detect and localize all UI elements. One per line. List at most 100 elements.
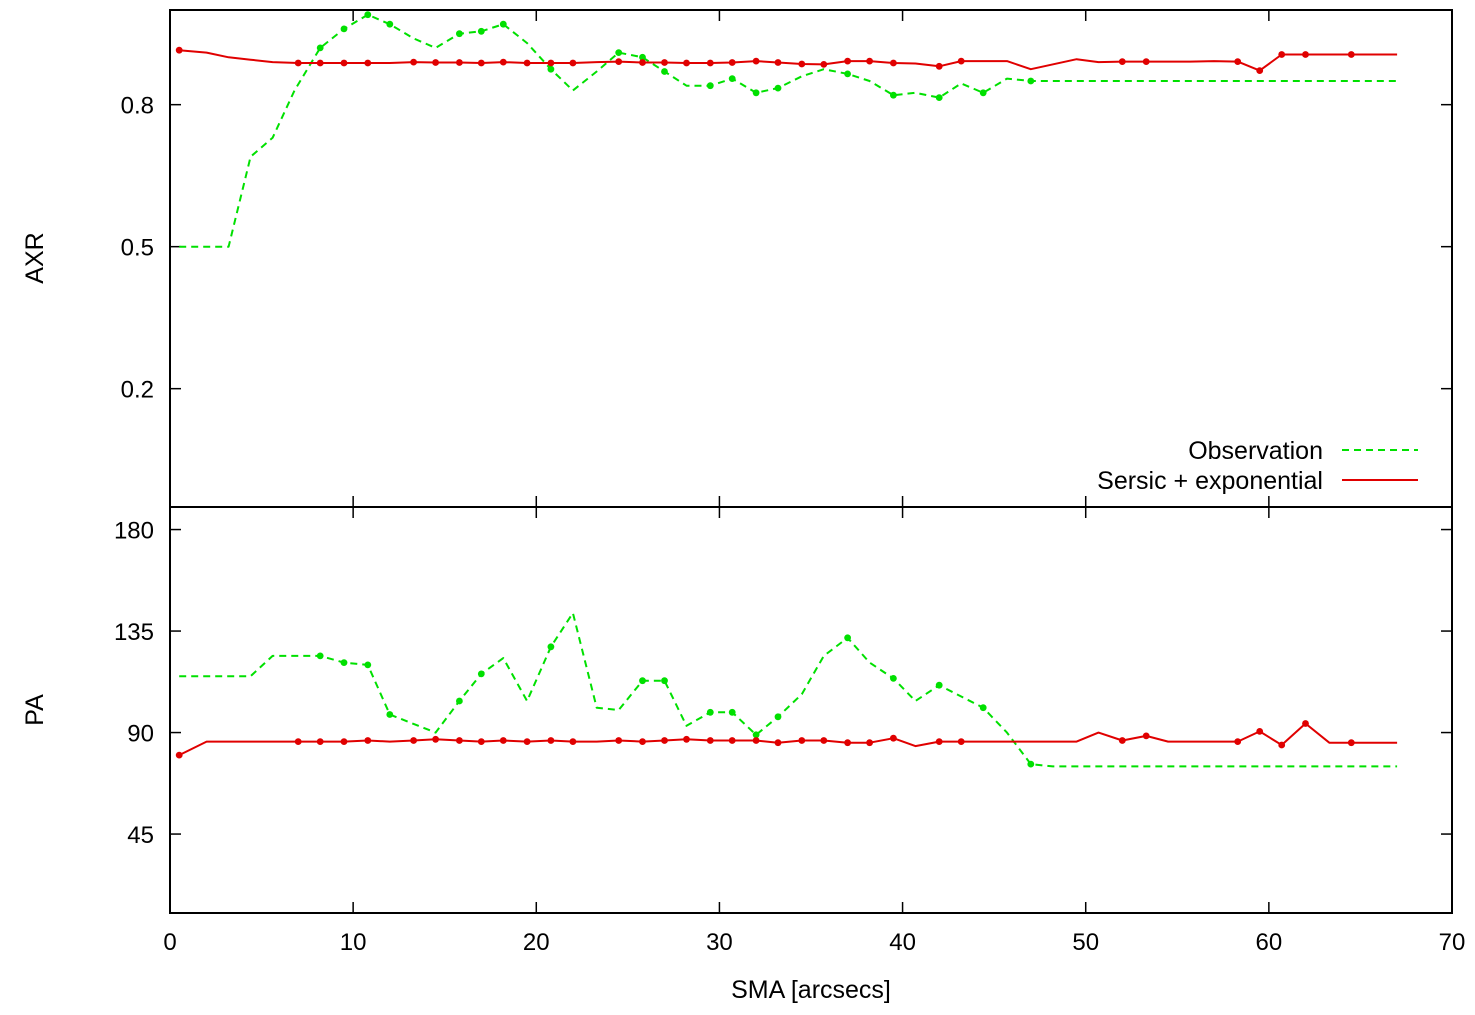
data-point-sersic-exponential [316,738,324,745]
data-point-sersic-exponential [364,737,372,744]
data-point-sersic-exponential [364,59,372,67]
data-point-sersic-exponential [866,57,873,65]
data-point-observation [477,670,485,678]
x-tick-label: 30 [706,929,733,956]
data-point-sersic-exponential [1118,737,1126,744]
data-point-observation [774,713,782,721]
y-tick-label: 90 [127,721,154,748]
data-point-observation [316,652,324,660]
data-point-sersic-exponential [728,737,736,744]
data-point-sersic-exponential [820,737,828,744]
series-line-observation [179,13,1398,248]
y-tick-label: 0.2 [121,377,154,404]
data-point-observation [477,27,485,35]
data-point-observation [340,659,348,666]
data-point-sersic-exponential [340,738,348,745]
data-point-sersic-exponential [820,61,828,68]
data-point-sersic-exponential [523,59,531,67]
data-point-observation [639,53,646,61]
x-tick-label: 40 [889,929,916,956]
bottom-ticks: 0 10 20 30 40 50 60 70 45 90 135 180 [114,507,1465,956]
data-point-sersic-exponential [752,737,760,744]
x-tick-label: 10 [340,929,367,956]
data-point-sersic-exponential [175,751,183,759]
data-point-sersic-exponential [844,739,851,747]
data-point-sersic-exponential [615,737,623,744]
data-point-sersic-exponential [1234,58,1242,65]
data-point-observation [728,75,736,82]
data-point-observation [547,65,555,73]
data-point-observation [364,11,372,19]
data-point-sersic-exponential [523,738,531,745]
data-point-sersic-exponential [456,737,463,744]
data-point-observation [456,697,463,705]
series-line-sersic-exponential [178,722,1398,756]
data-point-sersic-exponential [1118,58,1126,65]
data-point-observation [706,708,714,716]
data-point-sersic-exponential [866,739,873,747]
data-point-sersic-exponential [683,59,690,67]
data-point-sersic-exponential [1256,728,1264,735]
data-point-sersic-exponential [1278,741,1286,749]
data-point-sersic-exponential [1347,51,1355,58]
data-point-observation [935,681,943,689]
data-point-observation [639,677,646,685]
data-point-sersic-exponential [410,58,417,66]
data-point-sersic-exponential [569,59,577,67]
data-point-sersic-exponential [547,737,555,744]
data-point-sersic-exponential [706,59,714,67]
data-point-sersic-exponential [957,738,965,745]
data-point-sersic-exponential [456,59,463,66]
data-point-sersic-exponential [935,62,943,70]
data-point-observation [774,84,782,92]
y-tick-label: 0.8 [121,93,154,120]
bottom-plot-frame [169,506,1453,914]
top-plot-frame [169,9,1453,508]
data-point-sersic-exponential [432,59,439,66]
data-point-sersic-exponential [340,59,348,67]
data-point-sersic-exponential [935,738,943,745]
legend: Observation Sersic + exponential [1097,437,1418,495]
data-point-sersic-exponential [844,57,851,65]
data-point-sersic-exponential [175,46,183,54]
data-point-sersic-exponential [706,737,714,744]
series-line-sersic-exponential [179,49,1398,72]
x-axis-title: SMA [arcsecs] [731,976,891,1004]
x-tick-label: 0 [163,929,176,956]
data-point-observation [1027,760,1035,768]
data-point-observation [661,68,668,75]
data-point-sersic-exponential [432,735,439,743]
data-point-sersic-exponential [639,59,646,66]
data-point-sersic-exponential [1142,58,1150,65]
data-point-observation [844,634,851,642]
x-tick-label: 60 [1256,929,1283,956]
data-point-observation [752,731,760,739]
data-point-observation [1027,77,1035,85]
data-point-observation [499,20,507,28]
data-point-sersic-exponential [890,59,897,67]
y-tick-label: 0.5 [121,235,154,262]
legend-label-sersic-exponential: Sersic + exponential [1097,467,1323,495]
data-point-sersic-exponential [798,60,806,68]
data-point-sersic-exponential [294,738,302,745]
data-point-sersic-exponential [683,735,690,743]
data-point-observation [890,91,897,99]
data-point-sersic-exponential [1142,732,1150,740]
bottom-series [175,612,1398,768]
data-point-observation [386,20,394,28]
data-point-observation [890,675,897,682]
data-point-observation [728,708,736,716]
data-point-sersic-exponential [569,738,577,745]
data-point-observation [615,49,623,56]
bottom-panel: 0 10 20 30 40 50 60 70 45 90 135 180 PA SMA [arcsec… [21,506,1465,1004]
top-panel: 0.2 0.5 0.8 AXR Observation Sersic + expon… [21,9,1453,508]
x-tick-label: 70 [1439,929,1466,956]
data-point-sersic-exponential [499,737,507,744]
data-point-observation [316,44,324,52]
data-point-observation [456,30,463,38]
data-point-observation [547,643,555,651]
data-point-observation [979,89,987,97]
data-point-sersic-exponential [410,737,417,744]
data-point-sersic-exponential [1347,739,1355,747]
